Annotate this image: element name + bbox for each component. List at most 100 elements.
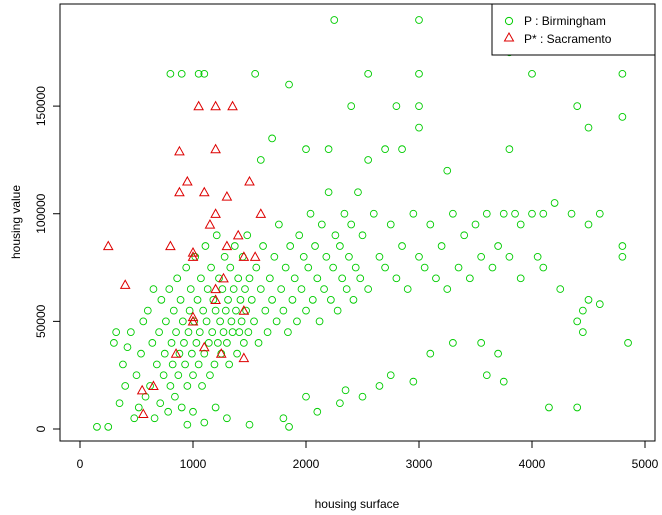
point-birmingham xyxy=(403,285,412,293)
point-birmingham xyxy=(381,145,389,154)
point-birmingham xyxy=(162,317,170,326)
point-sacramento xyxy=(210,294,221,304)
point-birmingham xyxy=(364,285,373,293)
point-birmingham xyxy=(528,209,536,218)
point-birmingham xyxy=(358,231,367,240)
point-birmingham xyxy=(539,209,548,218)
point-birmingham xyxy=(329,263,337,272)
point-birmingham xyxy=(193,295,202,304)
point-sacramento xyxy=(174,145,185,156)
point-birmingham xyxy=(199,306,208,315)
point-birmingham xyxy=(333,306,342,315)
point-birmingham xyxy=(197,274,205,283)
point-birmingham xyxy=(141,392,150,401)
point-birmingham xyxy=(398,145,406,154)
point-birmingham xyxy=(234,274,243,283)
point-birmingham xyxy=(265,274,274,283)
point-birmingham xyxy=(340,209,349,218)
point-birmingham xyxy=(192,339,201,347)
point-birmingham xyxy=(284,328,292,336)
point-birmingham xyxy=(539,263,548,272)
point-birmingham xyxy=(137,349,145,358)
point-birmingham xyxy=(180,339,188,347)
point-birmingham xyxy=(345,252,353,261)
x-tick-label: 1000 xyxy=(180,457,207,471)
point-birmingham xyxy=(245,274,254,283)
point-birmingham xyxy=(386,220,395,229)
point-birmingham xyxy=(134,403,143,412)
point-birmingham xyxy=(244,328,253,336)
point-birmingham xyxy=(533,252,542,261)
point-birmingham xyxy=(268,134,276,143)
point-sacramento xyxy=(170,348,182,358)
point-birmingham xyxy=(232,306,240,315)
point-birmingham xyxy=(168,360,177,369)
point-birmingham xyxy=(324,145,333,154)
point-birmingham xyxy=(165,285,174,293)
point-birmingham xyxy=(338,274,347,283)
point-birmingham xyxy=(178,317,187,326)
point-birmingham xyxy=(460,231,469,240)
point-birmingham xyxy=(189,371,197,380)
point-birmingham xyxy=(595,300,604,308)
point-birmingham xyxy=(415,123,423,132)
point-birmingham xyxy=(528,69,536,78)
point-birmingham xyxy=(228,328,237,336)
point-birmingham xyxy=(308,295,317,304)
point-birmingham xyxy=(578,306,587,315)
point-birmingham xyxy=(488,263,497,272)
point-birmingham xyxy=(272,317,281,326)
point-birmingham xyxy=(188,349,196,358)
point-sacramento xyxy=(136,384,148,395)
point-birmingham xyxy=(415,102,423,110)
point-birmingham xyxy=(194,69,203,78)
point-birmingham xyxy=(200,418,209,427)
point-birmingham xyxy=(392,102,401,110)
point-birmingham xyxy=(200,349,209,358)
point-sacramento xyxy=(198,186,210,197)
point-birmingham xyxy=(415,16,423,24)
point-birmingham xyxy=(148,339,157,347)
point-sacramento xyxy=(249,251,261,261)
point-sacramento xyxy=(238,352,250,363)
point-birmingham xyxy=(386,371,395,380)
point-birmingham xyxy=(375,382,384,390)
point-birmingham xyxy=(251,69,260,78)
point-birmingham xyxy=(281,263,290,272)
point-birmingham xyxy=(415,252,423,261)
point-birmingham xyxy=(252,263,261,272)
point-sacramento xyxy=(193,100,204,111)
point-birmingham xyxy=(256,285,265,293)
point-birmingham xyxy=(235,328,244,336)
point-birmingham xyxy=(381,263,389,272)
point-birmingham xyxy=(210,360,219,369)
legend-marker-birmingham xyxy=(504,16,514,26)
point-birmingham xyxy=(317,220,326,229)
point-birmingham xyxy=(206,371,214,380)
point-birmingham xyxy=(354,188,362,197)
point-birmingham xyxy=(160,349,169,358)
point-sacramento xyxy=(187,246,199,257)
point-birmingham xyxy=(320,285,328,293)
point-birmingham xyxy=(494,242,502,250)
point-birmingham xyxy=(203,285,212,293)
point-birmingham xyxy=(159,371,168,380)
point-birmingham xyxy=(226,263,235,272)
point-birmingham xyxy=(261,306,270,315)
point-birmingham xyxy=(214,339,222,347)
point-birmingham xyxy=(347,102,356,110)
point-birmingham xyxy=(477,339,486,347)
point-birmingham xyxy=(392,274,401,283)
point-birmingham xyxy=(349,295,358,304)
point-birmingham xyxy=(263,328,272,336)
point-birmingham xyxy=(471,220,480,229)
point-birmingham xyxy=(240,339,248,347)
point-birmingham xyxy=(225,360,234,369)
point-birmingham xyxy=(277,285,285,293)
point-birmingham xyxy=(505,252,514,261)
point-birmingham xyxy=(236,295,245,304)
point-birmingham xyxy=(499,377,508,386)
point-sacramento xyxy=(255,208,267,218)
point-birmingham xyxy=(297,285,306,293)
